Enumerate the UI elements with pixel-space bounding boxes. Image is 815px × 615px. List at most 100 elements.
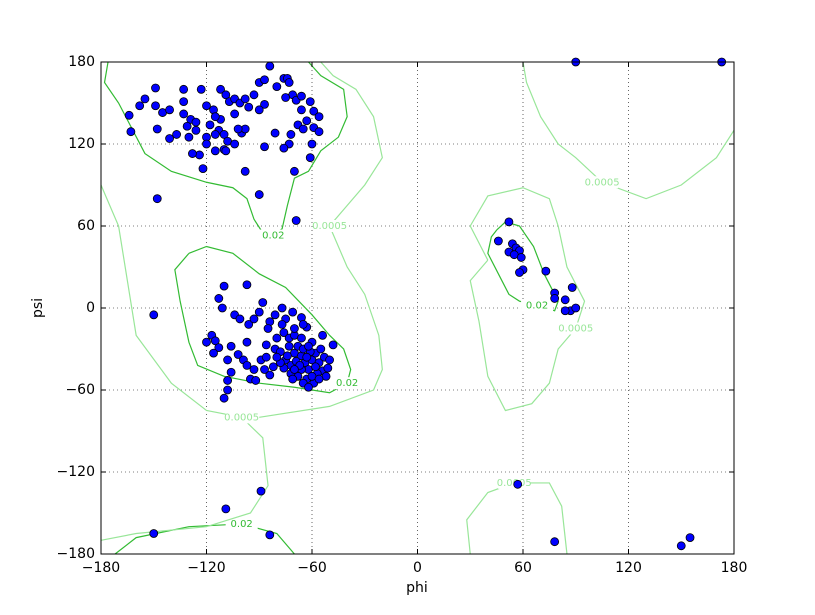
point <box>210 336 220 346</box>
contour-label-bg <box>586 176 619 189</box>
point <box>516 253 526 262</box>
point <box>202 139 211 149</box>
point <box>290 324 299 333</box>
x-tick-label: −60 <box>297 560 327 576</box>
point <box>149 310 159 320</box>
point <box>191 117 201 127</box>
point <box>290 166 299 176</box>
point <box>165 105 174 115</box>
point <box>240 166 250 176</box>
y-tick-label: 60 <box>77 218 95 234</box>
point <box>254 190 264 199</box>
point <box>284 341 294 351</box>
x-tick-label: 60 <box>514 560 532 576</box>
point <box>152 194 162 204</box>
point <box>513 479 523 489</box>
point <box>325 355 334 365</box>
contour-label-bg <box>521 299 554 312</box>
point <box>251 376 261 385</box>
x-axis-label: phi <box>406 580 428 596</box>
point <box>314 127 324 137</box>
x-tick-label: 120 <box>615 560 642 576</box>
point <box>260 365 269 374</box>
y-tick-label: −180 <box>57 546 95 562</box>
point <box>515 268 524 277</box>
point <box>318 330 327 340</box>
point <box>198 164 208 174</box>
x-tick-label: −180 <box>82 560 120 576</box>
point <box>272 352 282 362</box>
point <box>282 351 292 361</box>
contour-label-bg <box>559 322 592 335</box>
point <box>268 362 278 372</box>
point <box>260 142 269 152</box>
point <box>244 102 254 112</box>
contour-label: 0.0005 <box>224 412 259 423</box>
point <box>260 99 269 109</box>
point <box>221 146 231 156</box>
point <box>304 341 313 351</box>
contour-label: 0.02 <box>262 231 284 242</box>
point <box>284 78 294 87</box>
point <box>270 128 280 138</box>
point <box>184 132 194 142</box>
point <box>202 337 211 347</box>
point <box>298 319 308 329</box>
x-tick-label: 180 <box>721 560 748 576</box>
point <box>172 130 182 139</box>
point <box>242 337 252 347</box>
point <box>279 143 289 153</box>
point <box>277 319 287 329</box>
point <box>288 307 298 317</box>
point <box>210 112 220 122</box>
point <box>223 385 233 395</box>
point <box>217 303 227 313</box>
point <box>504 217 514 227</box>
point <box>297 333 306 343</box>
point <box>493 236 503 246</box>
point <box>235 314 245 324</box>
point <box>202 101 211 111</box>
point <box>151 101 160 111</box>
point <box>135 101 145 111</box>
point <box>560 306 570 316</box>
point <box>309 106 319 116</box>
point <box>195 150 204 160</box>
point <box>254 105 264 115</box>
point <box>233 350 243 359</box>
ticks: −180 −120 −60 0 60 120 180 −180 −120 −60 0 60 120 180 <box>57 54 748 576</box>
contour-label-bg <box>331 377 364 390</box>
point <box>182 121 192 131</box>
contour-label-bg <box>257 229 290 242</box>
y-tick-label: 0 <box>86 300 95 316</box>
point <box>124 110 134 120</box>
contour-line <box>522 61 735 200</box>
point <box>541 266 551 276</box>
point <box>249 90 259 100</box>
point <box>263 324 273 333</box>
y-tick-label: 120 <box>68 136 95 152</box>
point <box>270 310 280 320</box>
point <box>311 362 320 372</box>
point <box>316 344 326 354</box>
point <box>126 127 136 137</box>
contour-label: 0.02 <box>526 300 548 311</box>
point <box>281 93 291 102</box>
x-tick-label: −120 <box>187 560 225 576</box>
contour-label: 0.0005 <box>312 221 347 232</box>
point <box>258 298 268 307</box>
point <box>191 125 201 135</box>
point <box>210 130 220 139</box>
contours: 0.02 0.02 0.02 0.02 0.0005 0.0005 0.0005 0.0005… <box>100 61 735 555</box>
point <box>305 153 315 163</box>
point <box>279 328 289 338</box>
point <box>242 360 252 370</box>
point <box>261 340 271 350</box>
point <box>242 280 252 290</box>
point <box>230 139 240 149</box>
point <box>140 94 150 104</box>
contour-label: 0.02 <box>336 378 358 389</box>
point <box>219 130 229 139</box>
